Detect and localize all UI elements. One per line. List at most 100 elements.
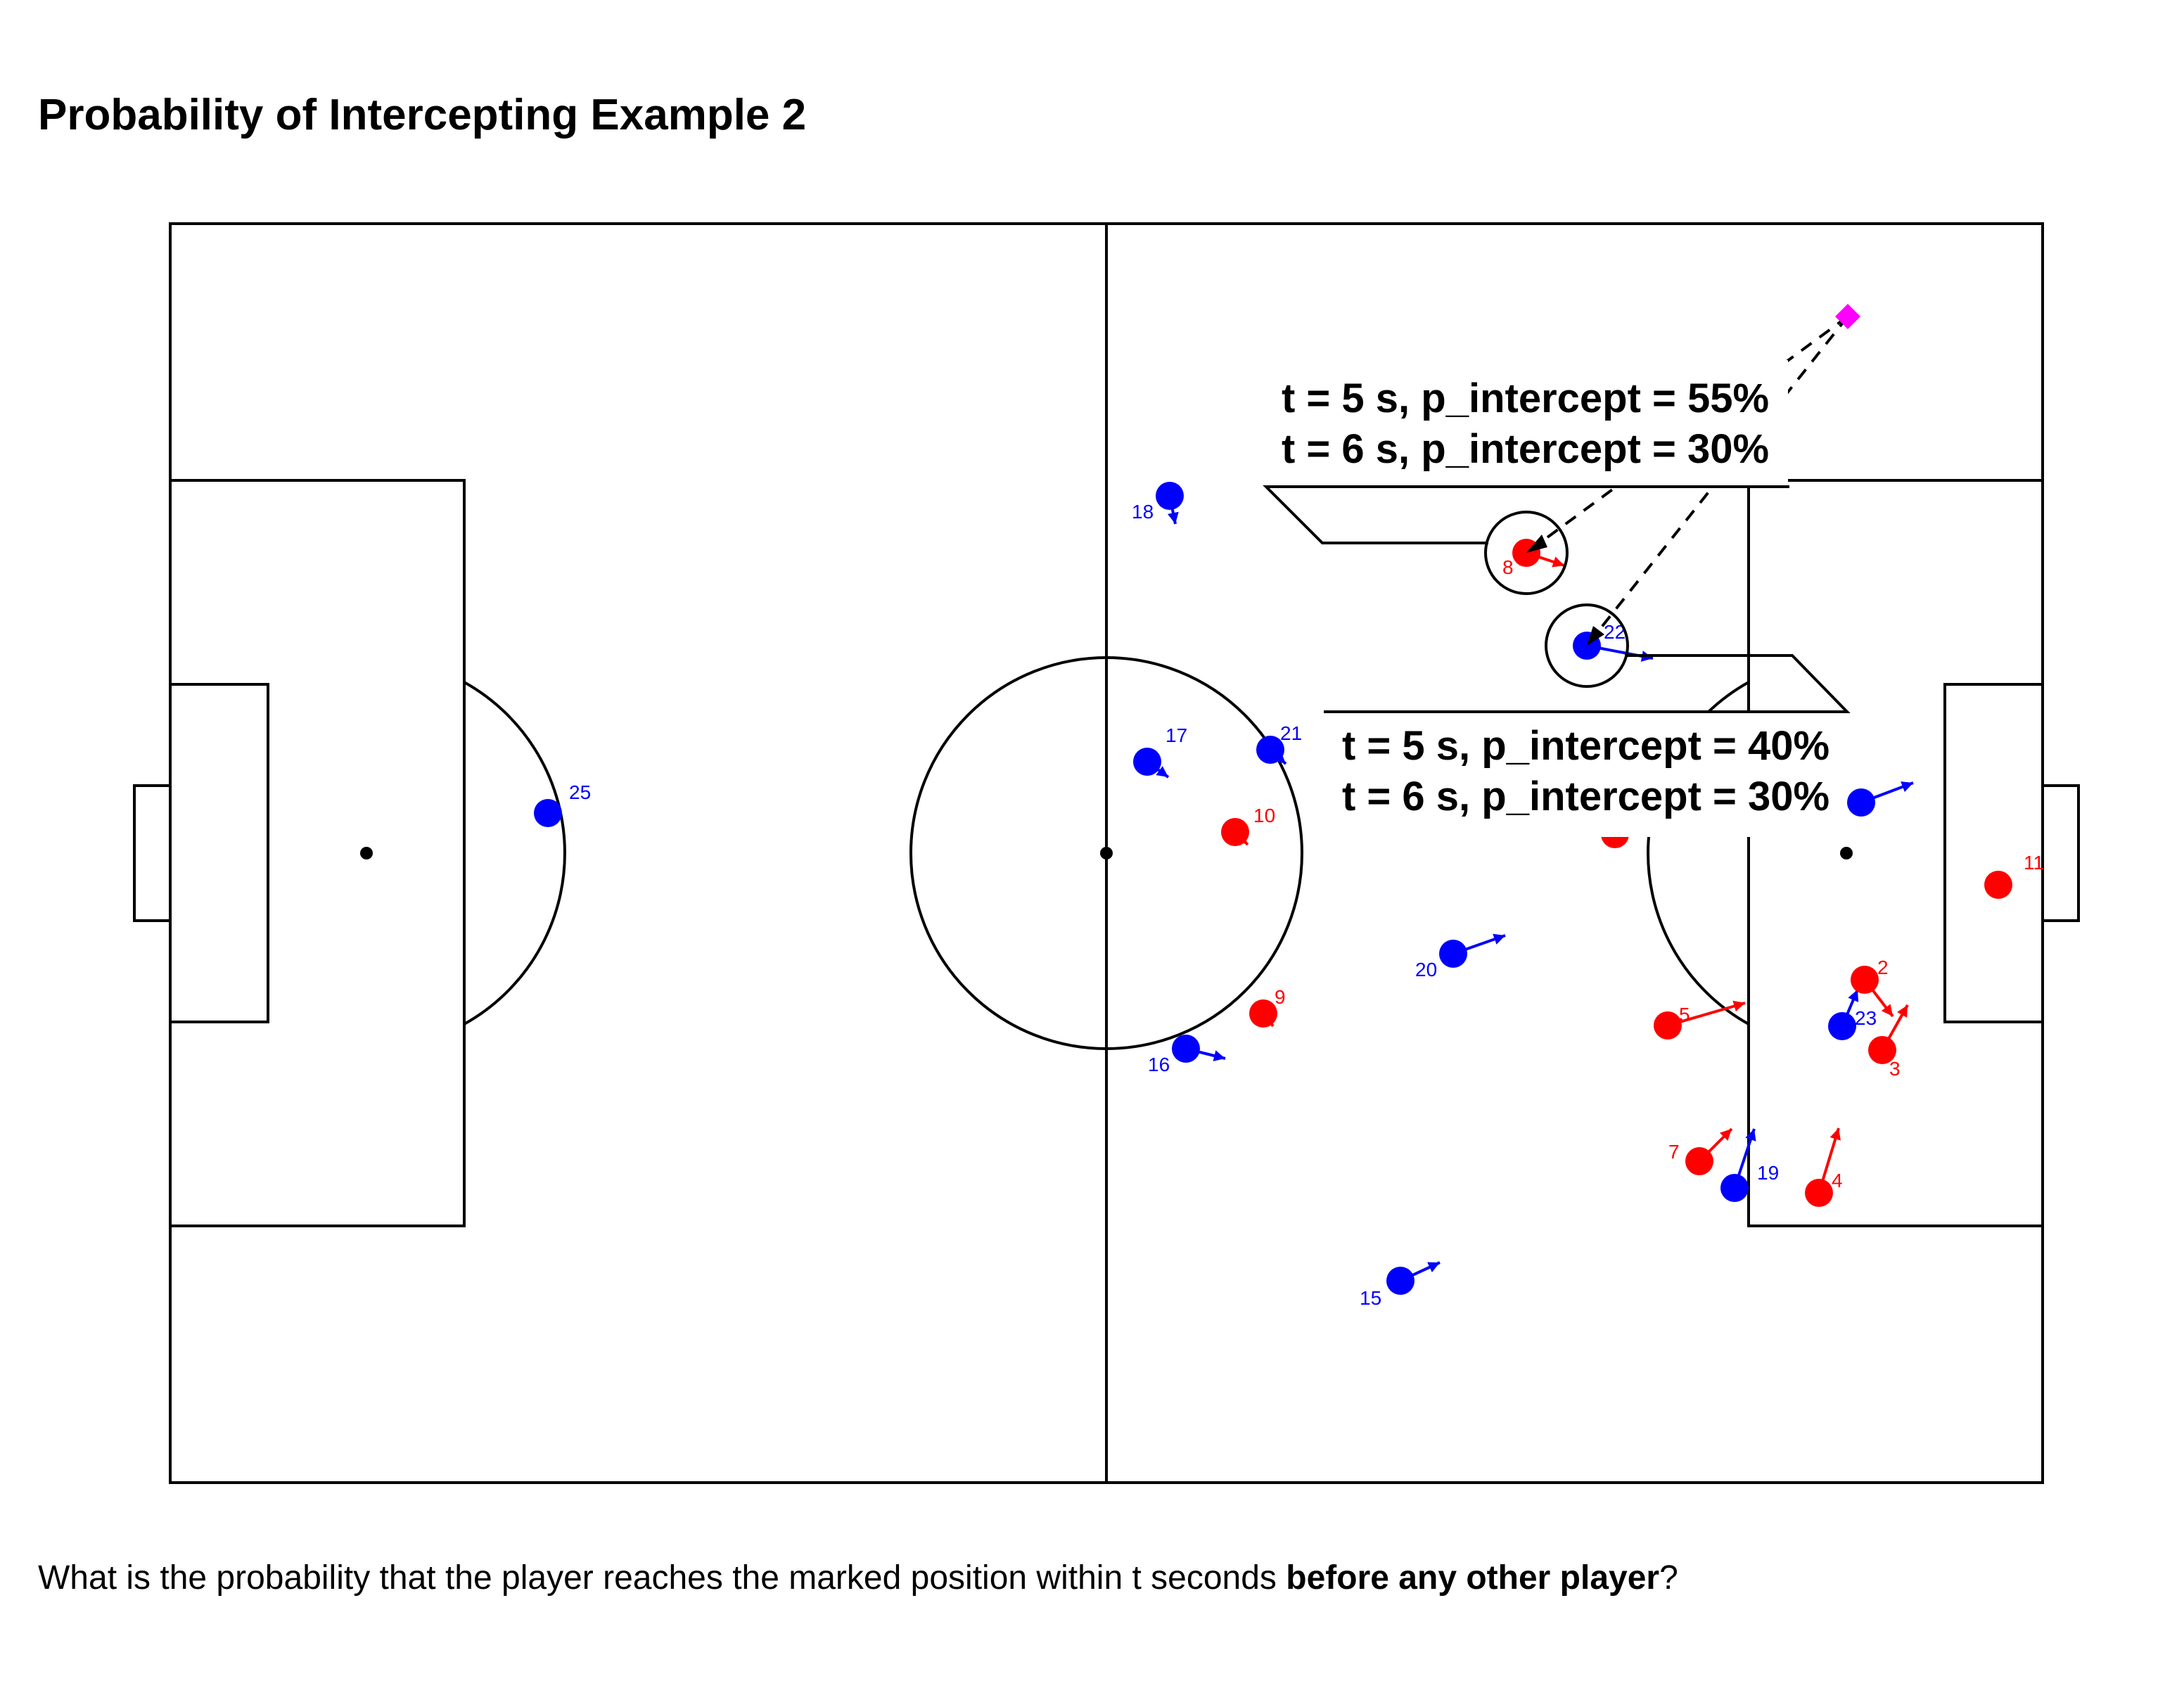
player-marker [1156,482,1184,510]
velocity-arrowhead [1829,1128,1841,1141]
velocity-arrowhead [1881,1004,1893,1016]
red-player-4: 4 [1805,1127,1843,1207]
player-marker [1654,1011,1682,1040]
blue-player-16: 16 [1148,1035,1226,1075]
annotation-pointer-player-8 [1263,485,1789,544]
highlight-ring-player-8 [1484,511,1569,595]
player-number: 19 [1757,1162,1779,1184]
blue-player-25: 25 [534,781,591,827]
players-layer: 25181721201615222319109852374116 [534,482,2044,1309]
velocity-arrowhead [1901,781,1913,793]
center-circle [909,656,1303,1050]
velocity-arrowhead [1897,1005,1908,1018]
left-goal-area [169,683,269,1023]
red-player-3: 3 [1868,1004,1909,1080]
blue-player-unnumbered [1847,781,1914,817]
arrowhead-to-player-22 [1587,626,1604,646]
player-number: 25 [569,781,591,803]
player-number: 20 [1415,959,1437,980]
question-suffix: ? [1659,1559,1678,1597]
player-marker [1847,788,1875,817]
player-marker [1221,818,1249,846]
blue-player-21: 21 [1256,722,1302,765]
red-player-11: 11 [1984,852,2044,899]
player-number: 15 [1360,1287,1381,1309]
red-player-5: 5 [1654,1000,1746,1040]
annotation-line-2-player-8: t = 6 s, p_intercept = 30% [1282,426,1769,472]
annotation-line-1-player-22: t = 5 s, p_intercept = 40% [1342,723,1829,769]
velocity-arrowhead [1848,990,1859,1002]
player-number: 11 [2024,852,2044,874]
player-number: 21 [1280,722,1302,744]
player-number: 23 [1855,1007,1877,1029]
player-marker [1851,966,1879,994]
annotation-line-2-player-22: t = 6 s, p_intercept = 30% [1342,774,1829,819]
left-penalty-arc [464,681,566,1025]
player-marker [1828,1012,1856,1040]
annotation-box-player-8: t = 5 s, p_intercept = 55% t = 6 s, p_in… [1263,360,1789,544]
player-number: 5 [1679,1004,1690,1025]
player-number: 16 [1148,1054,1170,1075]
player-number: 2 [1877,957,1889,978]
target-position-marker [1835,304,1860,329]
dashed-arrowheads [1526,535,1604,646]
left-penalty-box [169,479,466,1227]
annotation-line-1-player-8: t = 5 s, p_intercept = 55% [1282,376,1769,421]
player-number: 3 [1889,1058,1901,1080]
blue-player-18: 18 [1132,482,1184,525]
velocity-arrowhead [1732,1000,1745,1012]
red-player-2: 2 [1851,957,1894,1018]
velocity-arrowhead [1168,511,1179,524]
arrowhead-to-player-8 [1526,535,1547,553]
blue-player-19: 19 [1720,1128,1779,1202]
player-marker [1439,940,1467,968]
highlight-ring-player-22 [1545,603,1629,688]
velocity-arrowhead [1720,1129,1732,1141]
velocity-arrowhead [1493,933,1505,945]
player-marker [1172,1035,1200,1063]
player-number: 7 [1668,1141,1680,1163]
player-marker [1685,1147,1713,1175]
player-marker [1256,736,1284,764]
center-spot [1100,847,1113,859]
player-number: 4 [1832,1170,1843,1191]
player-marker [1805,1179,1833,1207]
velocity-arrowhead [1745,1129,1756,1142]
player-marker [1984,871,2012,899]
velocity-arrowhead [1427,1262,1440,1272]
annotation-pointer-player-22 [1324,654,1851,713]
red-player-10: 10 [1221,805,1275,846]
velocity-arrowhead [1156,766,1168,777]
player-marker [1720,1174,1749,1202]
blue-player-20: 20 [1415,933,1506,980]
player-number: 17 [1166,724,1187,746]
right-goal [2041,784,2080,922]
chart-title: Probability of Intercepting Example 2 [38,91,807,139]
right-penalty-spot [1840,847,1853,859]
player-marker [534,799,562,827]
question-text: What is the probability that the player … [38,1559,1678,1597]
player-number: 18 [1132,501,1154,523]
blue-player-23: 23 [1828,989,1877,1040]
player-number: 9 [1275,986,1286,1008]
velocity-arrowhead [1213,1050,1225,1061]
question-prefix: What is the probability that the player … [38,1559,1286,1597]
player-marker [1133,748,1161,776]
blue-player-17: 17 [1133,724,1187,779]
pitch-markings [133,222,2080,1484]
red-player-7: 7 [1668,1127,1733,1175]
right-penalty-box [1747,479,2044,1227]
player-marker [1868,1036,1896,1064]
player-number: 10 [1253,805,1275,826]
player-marker [1386,1267,1415,1295]
blue-player-15: 15 [1360,1261,1441,1309]
red-player-9: 9 [1249,986,1286,1028]
player-marker [1249,999,1277,1028]
left-goal [133,784,172,922]
left-penalty-spot [360,847,373,859]
player-number: 8 [1502,556,1514,578]
question-emphasis: before any other player [1286,1559,1660,1597]
velocity-arrowhead [1552,556,1564,568]
annotation-box-player-22: t = 5 s, p_intercept = 40% t = 6 s, p_in… [1324,654,1851,837]
